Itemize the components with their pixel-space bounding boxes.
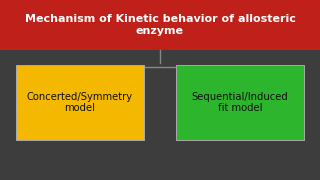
Text: Concerted/Symmetry
model: Concerted/Symmetry model <box>27 92 133 113</box>
FancyBboxPatch shape <box>176 65 304 140</box>
FancyBboxPatch shape <box>0 0 320 50</box>
Text: Sequential/Induced
fit model: Sequential/Induced fit model <box>192 92 288 113</box>
Text: Mechanism of Kinetic behavior of allosteric
enzyme: Mechanism of Kinetic behavior of alloste… <box>25 14 295 36</box>
FancyBboxPatch shape <box>16 65 144 140</box>
